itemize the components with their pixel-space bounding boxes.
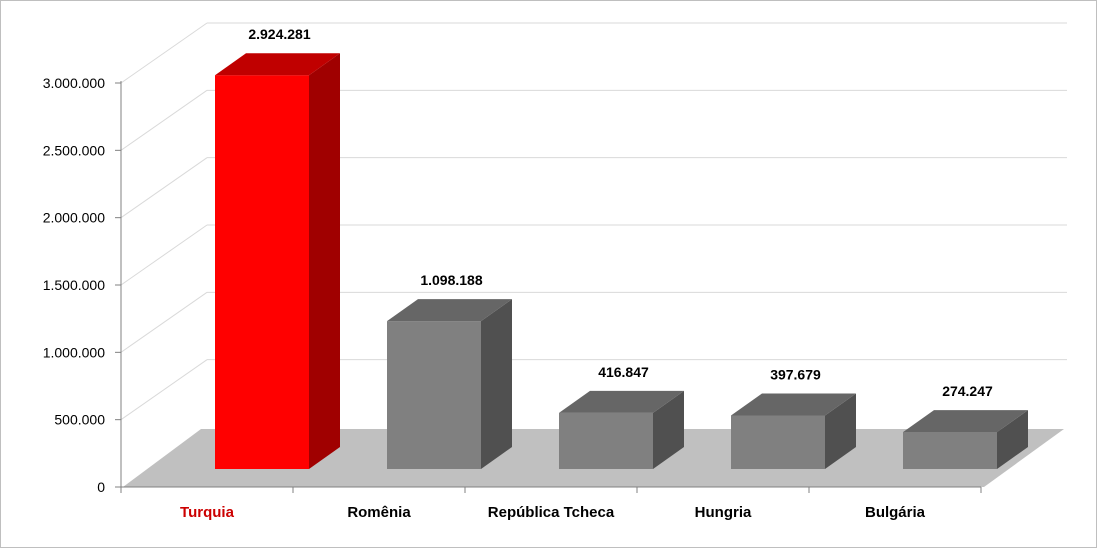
gridlines [120,22,1067,421]
bar-side [825,393,856,469]
y-tick-label: 1.000.000 [43,344,105,360]
bar-Turquia [215,53,340,469]
y-tick-label: 2.500.000 [43,142,105,158]
y-tick-label: 500.000 [54,412,105,428]
gridline-side [120,157,208,219]
data-label: 397.679 [770,366,821,382]
bar-top [903,410,1028,433]
bar-top [387,299,512,322]
gridline-side [120,89,208,151]
bar-side [309,53,340,469]
gridline-side [120,291,208,353]
bar-front [559,412,653,469]
y-tick-label: 0 [97,479,105,495]
data-label: 274.247 [942,383,993,399]
y-tick-label: 2.000.000 [43,210,105,226]
bar-front [387,321,481,469]
bar-República Tcheca [559,390,684,469]
x-tick-label: Romênia [347,504,411,521]
y-tick-label: 3.000.000 [43,75,105,91]
data-label: 416.847 [598,364,649,380]
data-label: 1.098.188 [420,272,482,288]
bar-side [997,410,1028,469]
bars [215,53,1028,469]
y-tick-label: 1.500.000 [43,277,105,293]
data-label: 2.924.281 [248,26,310,42]
bar-Hungria [731,393,856,469]
bar-side [653,390,684,469]
bar-side [481,299,512,469]
x-tick-label: Hungria [695,504,752,521]
bar-front [215,75,309,469]
bar-top [731,393,856,416]
gridline-side [120,22,208,84]
bar-front [903,432,997,469]
x-tick-label: Turquia [180,504,235,521]
axes [115,81,982,493]
bar-Romênia [387,299,512,469]
bar-top [215,53,340,76]
labels: 0 500.000 1.000.000 1.500.000 2.000.000 2.500… [43,26,993,521]
bar-Bulgária [903,410,1028,469]
x-tick-label: Bulgária [865,504,926,521]
gridline-side [120,359,208,421]
bar-front [731,415,825,469]
gridline-side [120,224,208,286]
bar-top [559,390,684,413]
x-tick-label: República Tcheca [488,504,615,521]
